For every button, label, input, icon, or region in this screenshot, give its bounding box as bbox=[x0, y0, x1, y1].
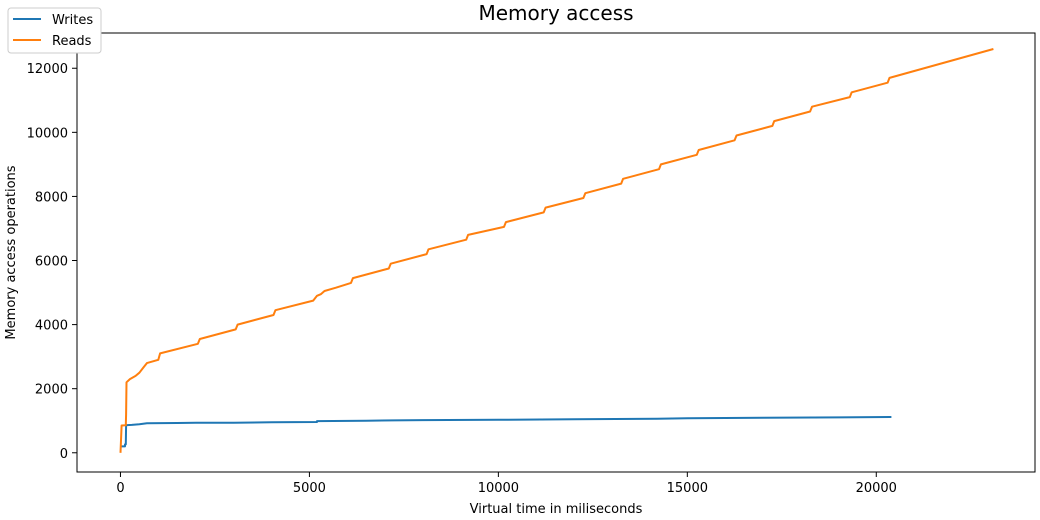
chart-title: Memory access bbox=[478, 1, 633, 25]
y-tick-label: 6000 bbox=[35, 255, 68, 270]
legend-label-writes: Writes bbox=[52, 13, 93, 28]
y-tick-label: 0 bbox=[60, 447, 68, 462]
series-line-reads bbox=[119, 48, 994, 453]
y-tick-label: 4000 bbox=[35, 319, 68, 334]
y-axis: 0 2000 4000 6000 8000 10000 12000 bbox=[27, 62, 77, 462]
x-axis: 0 5000 10000 15000 20000 bbox=[116, 472, 897, 496]
x-axis-title: Virtual time in miliseconds bbox=[470, 502, 643, 517]
y-tick-label: 10000 bbox=[27, 126, 68, 141]
legend-label-reads: Reads bbox=[52, 34, 92, 49]
y-tick-label: 12000 bbox=[27, 62, 68, 77]
x-tick-label: 10000 bbox=[478, 481, 519, 496]
x-tick-label: 0 bbox=[116, 481, 124, 496]
x-tick-label: 20000 bbox=[856, 481, 897, 496]
series-line-writes bbox=[120, 416, 892, 448]
y-tick-label: 2000 bbox=[35, 383, 68, 398]
series-lines bbox=[119, 48, 994, 453]
y-tick-label: 8000 bbox=[35, 190, 68, 205]
x-tick-label: 5000 bbox=[293, 481, 326, 496]
y-axis-title: Memory access operations bbox=[4, 165, 19, 339]
plot-frame bbox=[76, 32, 1036, 473]
legend: Writes Reads bbox=[7, 7, 102, 54]
x-tick-label: 15000 bbox=[667, 481, 708, 496]
